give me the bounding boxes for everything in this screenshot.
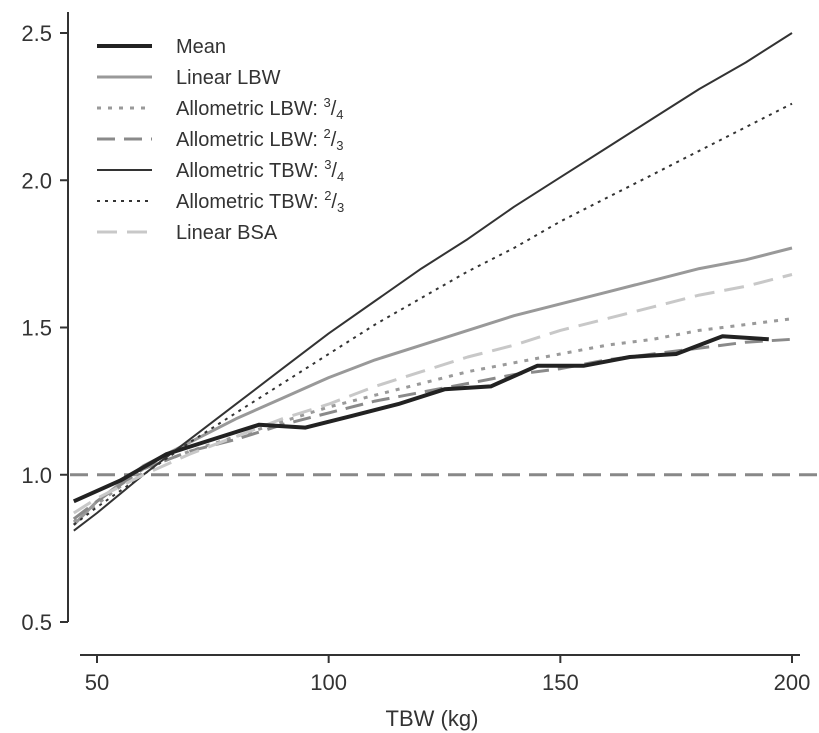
legend-label-text: Allometric LBW:	[176, 98, 323, 120]
legend-fraction-slash: /	[331, 98, 337, 120]
legend-label: Linear BSA	[176, 222, 278, 244]
x-axis: 50 100 150 200	[80, 654, 811, 695]
y-tick-label: 1.0	[21, 463, 52, 488]
y-tick-label: 2.5	[21, 21, 52, 46]
legend-label: Allometric TBW: 2/3	[176, 188, 344, 215]
legend-label-text: Linear BSA	[176, 222, 278, 244]
series-line-allometric-lbw-2-3	[72, 337, 793, 521]
legend-fraction-slash: /	[331, 129, 337, 151]
x-tick-label: 100	[310, 670, 347, 695]
legend-label-text: Allometric LBW:	[176, 129, 323, 151]
y-tick-label: 0.5	[21, 610, 52, 635]
legend-fraction-denominator: 3	[337, 200, 344, 215]
legend-fraction-denominator: 4	[337, 169, 344, 184]
legend-fraction-numerator: 2	[324, 188, 331, 203]
x-tick-label: 150	[542, 670, 579, 695]
series-line-linear-bsa	[72, 273, 793, 515]
y-axis: 0.5 1.0 1.5 2.0 2.5	[21, 12, 69, 635]
legend-label-text: Allometric TBW:	[176, 191, 324, 213]
x-tick-label: 50	[85, 670, 109, 695]
legend-label-text: Allometric TBW:	[176, 160, 324, 182]
legend-fraction-slash: /	[331, 160, 337, 182]
series-line-mean	[72, 334, 769, 504]
legend-label: Allometric TBW: 3/4	[176, 157, 344, 184]
legend-fraction-numerator: 2	[323, 126, 330, 141]
plot-series	[72, 32, 793, 532]
legend-label-text: Mean	[176, 36, 226, 58]
series-line-linear-lbw	[72, 246, 793, 526]
legend-label: Allometric LBW: 2/3	[176, 126, 343, 153]
legend-label: Allometric LBW: 3/4	[176, 95, 343, 122]
legend-fraction-numerator: 3	[323, 95, 330, 110]
legend-fraction-denominator: 3	[336, 138, 343, 153]
y-tick-label: 2.0	[21, 168, 52, 193]
x-axis-title: TBW (kg)	[386, 706, 479, 731]
legend-label: Linear LBW	[176, 67, 281, 89]
legend-fraction-denominator: 4	[336, 107, 343, 122]
y-tick-label: 1.5	[21, 316, 52, 341]
legend-fraction-slash: /	[331, 191, 337, 213]
legend-label: Mean	[176, 36, 226, 58]
x-tick-label: 200	[774, 670, 811, 695]
legend-label-text: Linear LBW	[176, 67, 281, 89]
series-line-allometric-lbw-3-4	[72, 317, 793, 524]
legend-fraction-numerator: 3	[324, 157, 331, 172]
